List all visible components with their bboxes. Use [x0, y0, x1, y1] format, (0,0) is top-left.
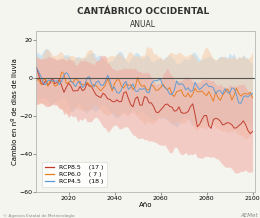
Text: CANTÁBRICO OCCIDENTAL: CANTÁBRICO OCCIDENTAL	[77, 7, 209, 15]
Text: ANUAL: ANUAL	[130, 20, 156, 29]
X-axis label: Año: Año	[139, 202, 152, 208]
Text: © Agencia Estatal de Meteorología: © Agencia Estatal de Meteorología	[3, 214, 74, 218]
Text: AEMet: AEMet	[240, 213, 257, 218]
Legend: RCP8.5    (17 ), RCP6.0    ( 7 ), RCP4.5    (18 ): RCP8.5 (17 ), RCP6.0 ( 7 ), RCP4.5 (18 )	[42, 162, 107, 187]
Y-axis label: Cambio en nº de dias de lluvia: Cambio en nº de dias de lluvia	[12, 58, 18, 165]
